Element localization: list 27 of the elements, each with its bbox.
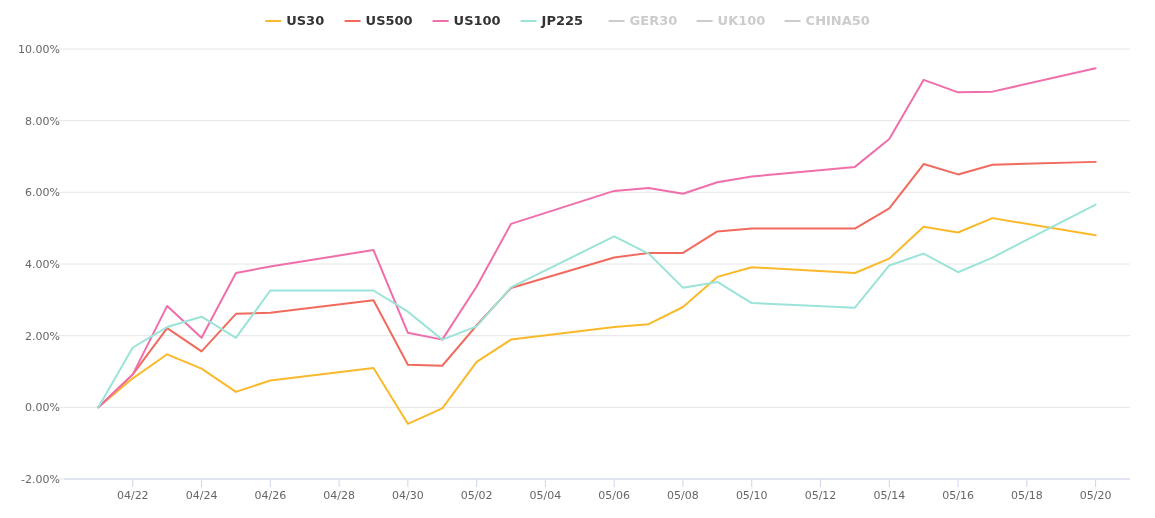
y-tick-label: 4.00% <box>25 258 60 271</box>
x-tick-label: 05/02 <box>460 489 493 502</box>
x-tick-label: 05/08 <box>667 489 699 502</box>
x-tick-label: 04/26 <box>254 489 287 502</box>
x-tick-label: 05/06 <box>598 489 631 502</box>
x-tick-label: 05/04 <box>529 489 562 502</box>
legend-label: US500 <box>365 13 413 28</box>
y-tick-label: 6.00% <box>25 186 60 200</box>
x-tick-label: 04/22 <box>116 489 149 502</box>
x-tick-label: 04/24 <box>185 489 218 502</box>
legend-label: US30 <box>286 13 325 28</box>
x-tick-label: 05/18 <box>1010 489 1043 502</box>
x-tick-label: 04/28 <box>323 489 355 502</box>
y-tick-label: -2.00% <box>21 473 60 486</box>
y-tick-label: 2.00% <box>25 329 60 343</box>
x-tick-label: 05/20 <box>1079 489 1112 502</box>
line-series <box>97 67 1097 409</box>
x-tick-label: 05/14 <box>873 489 906 502</box>
legend-label: JP225 <box>540 13 584 28</box>
y-tick-label: 10.00% <box>18 43 60 56</box>
y-tick-label: 8.00% <box>25 114 60 128</box>
y-tick-label: 0.00% <box>25 401 60 415</box>
x-tick-label: 05/16 <box>942 489 974 502</box>
x-tick-label: 05/10 <box>735 489 768 502</box>
x-tick-label: 05/12 <box>804 489 837 502</box>
x-tick-label: 04/30 <box>392 489 424 502</box>
legend-label: US100 <box>453 13 501 28</box>
